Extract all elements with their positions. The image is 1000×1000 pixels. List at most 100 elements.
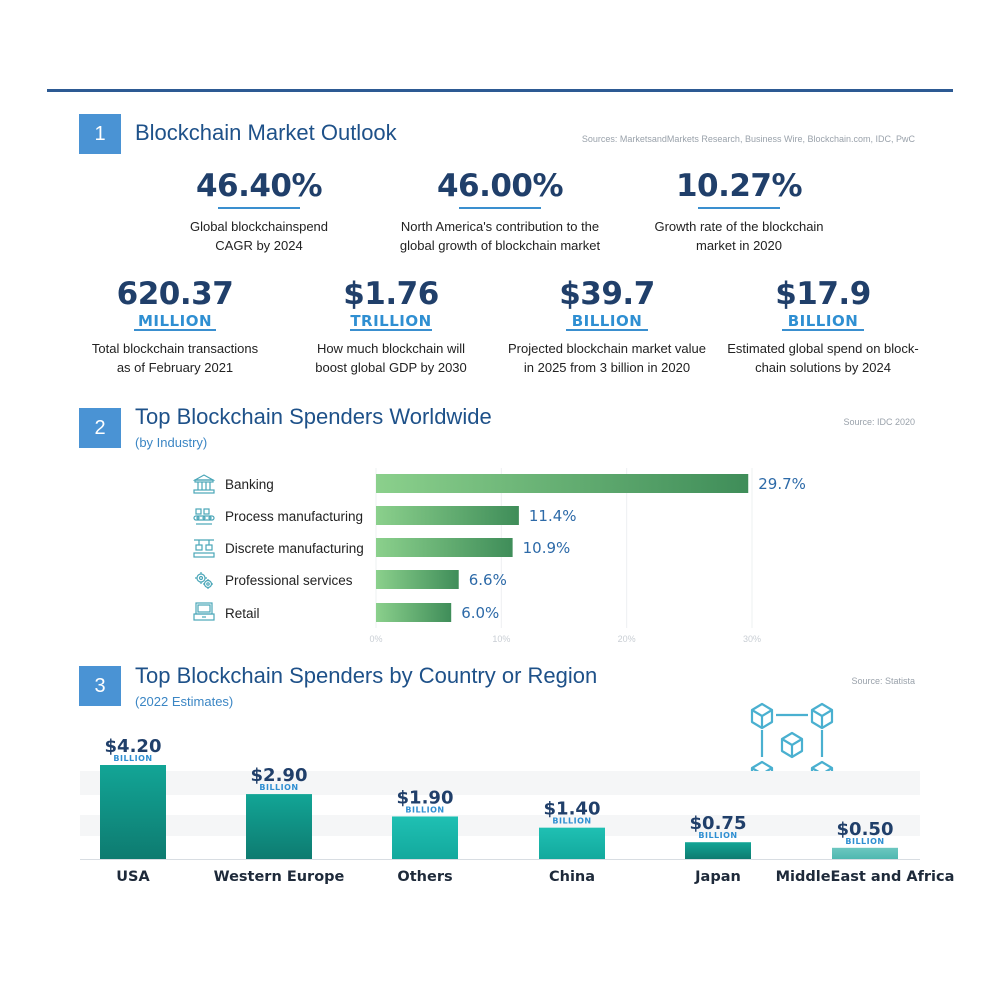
section-3-subtitle: (2022 Estimates) — [135, 694, 234, 709]
stat-desc-line: Estimated global spend on block- — [727, 341, 919, 356]
stat-desc-line: Global blockchainspend — [189, 219, 329, 234]
stat-desc-line: boost global GDP by 2030 — [315, 360, 467, 375]
country-bar-value: $1.90 — [397, 787, 454, 808]
country-label: USA — [116, 869, 150, 885]
country-bar — [100, 765, 166, 859]
country-bar-unit: BILLION — [259, 783, 298, 792]
x-tick-label: 10% — [492, 634, 510, 644]
industry-bar-value: 6.6% — [469, 571, 507, 589]
country-bar-value: $2.90 — [251, 765, 308, 786]
country-bar — [392, 816, 458, 859]
stat-underline — [782, 329, 864, 331]
stat-value: 620.37 — [116, 276, 234, 312]
stat-cagr: 46.40% Global blockchainspend CAGR by 20… — [139, 167, 379, 255]
country-label: Western Europe — [213, 869, 345, 885]
cash-register-icon — [193, 602, 215, 621]
x-tick-label: 0% — [369, 634, 382, 644]
country-bar-value: $1.40 — [544, 799, 601, 820]
stat-value: 46.00% — [436, 168, 564, 204]
stat-desc-line: global growth of blockchain market — [399, 238, 601, 253]
country-bar-value: $4.20 — [105, 736, 162, 757]
stat-desc-line: market in 2020 — [696, 238, 782, 253]
stat-desc-line: Total blockchain transactions — [91, 341, 259, 356]
industry-label-retail: Retail — [225, 606, 260, 621]
section-3-source: Source: Statista — [851, 676, 915, 686]
country-label: Others — [397, 869, 453, 885]
stat-desc-line: chain solutions by 2024 — [755, 360, 891, 375]
stat-desc-line: Projected blockchain market value — [508, 341, 706, 356]
industry-label-professional-services: Professional services — [225, 573, 353, 588]
section-1-source: Sources: MarketsandMarkets Research, Bus… — [581, 134, 915, 144]
section-3-number: 3 — [79, 666, 121, 706]
stat-underline — [459, 207, 541, 209]
x-tick-label: 20% — [618, 634, 636, 644]
gears-icon — [195, 572, 213, 589]
country-bar-unit: BILLION — [845, 837, 884, 846]
country-label: Japan — [695, 869, 741, 885]
country-label: China — [548, 869, 596, 885]
country-bar-chart: BILLION$4.20BILLION$2.90BILLION$1.90BILL… — [80, 736, 920, 860]
country-label: MiddleEast and Africa — [775, 869, 955, 885]
country-bar — [246, 794, 312, 859]
stat-unit: MILLION — [137, 312, 212, 330]
country-bar-unit: BILLION — [405, 805, 444, 814]
industry-bar — [376, 538, 513, 557]
stat-gdp-boost: $1.76 TRILLION How much blockchain will … — [271, 275, 511, 377]
industry-label-discrete-manufacturing: Discrete manufacturing — [225, 541, 364, 556]
stat-value: $17.9 — [775, 276, 871, 312]
stat-global-spend: $17.9 BILLION Estimated global spend on … — [703, 275, 943, 377]
industry-bar-value: 29.7% — [758, 475, 806, 493]
section-3-title: Top Blockchain Spenders by Country or Re… — [135, 663, 598, 688]
industry-bar-chart: 0% 10% 20% 30% 29.7% 11.4% 10.9% 6.6% 6.0% — [369, 468, 806, 644]
stat-market-value: $39.7 BILLION Projected blockchain marke… — [487, 275, 727, 377]
industry-label-banking: Banking — [225, 477, 274, 492]
section-2-subtitle: (by Industry) — [135, 435, 208, 450]
stat-underline — [218, 207, 300, 209]
country-bar-unit: BILLION — [698, 831, 737, 840]
bank-icon — [193, 474, 215, 494]
section-2-title: Top Blockchain Spenders Worldwide — [135, 404, 492, 429]
stat-underline — [566, 329, 648, 331]
country-bar — [539, 827, 605, 859]
industry-bar-value: 11.4% — [529, 507, 577, 525]
country-bar — [832, 847, 898, 859]
section-1-number: 1 — [79, 114, 121, 154]
x-tick-label: 30% — [743, 634, 761, 644]
industry-bar — [376, 474, 749, 493]
stat-underline — [350, 329, 432, 331]
industry-bar — [376, 506, 519, 525]
stat-desc-line: How much blockchain will — [316, 341, 466, 356]
stat-value: $1.76 — [343, 276, 439, 312]
stat-desc-line: in 2025 from 3 billion in 2020 — [523, 360, 691, 375]
country-bar-value: $0.50 — [837, 819, 894, 840]
section-1-title: Blockchain Market Outlook — [135, 120, 397, 145]
country-bar-unit: BILLION — [113, 754, 152, 763]
industry-bar-value: 6.0% — [461, 604, 499, 622]
country-bar-unit: BILLION — [552, 817, 591, 826]
country-bar-value: $0.75 — [690, 813, 747, 834]
industry-bar — [376, 570, 459, 589]
stat-transactions: 620.37 MILLION Total blockchain transact… — [55, 275, 295, 377]
stat-unit: BILLION — [571, 312, 643, 330]
stat-underline — [698, 207, 780, 209]
background-band — [80, 815, 920, 836]
stat-growth-rate: 10.27% Growth rate of the blockchain mar… — [619, 167, 859, 255]
stat-unit: BILLION — [787, 312, 859, 330]
assembly-robot-icon — [193, 539, 215, 558]
industry-label-process-manufacturing: Process manufacturing — [225, 509, 364, 524]
stat-desc-line: Growth rate of the blockchain — [654, 219, 824, 234]
top-divider — [47, 89, 953, 92]
industry-bar — [376, 603, 452, 622]
country-bar — [685, 842, 751, 859]
industry-bar-value: 10.9% — [523, 539, 571, 557]
stat-desc-line: North America's contribution to the — [400, 219, 600, 234]
stat-value: 46.40% — [195, 168, 323, 204]
factory-conveyor-icon — [193, 508, 215, 525]
stat-desc-line: CAGR by 2024 — [215, 238, 303, 253]
section-2-source: Source: IDC 2020 — [843, 417, 915, 427]
stat-value: 10.27% — [675, 168, 803, 204]
background-band — [80, 771, 920, 795]
stat-underline — [134, 329, 216, 331]
stat-value: $39.7 — [559, 276, 655, 312]
stat-north-america: 46.00% North America's contribution to t… — [380, 167, 620, 255]
